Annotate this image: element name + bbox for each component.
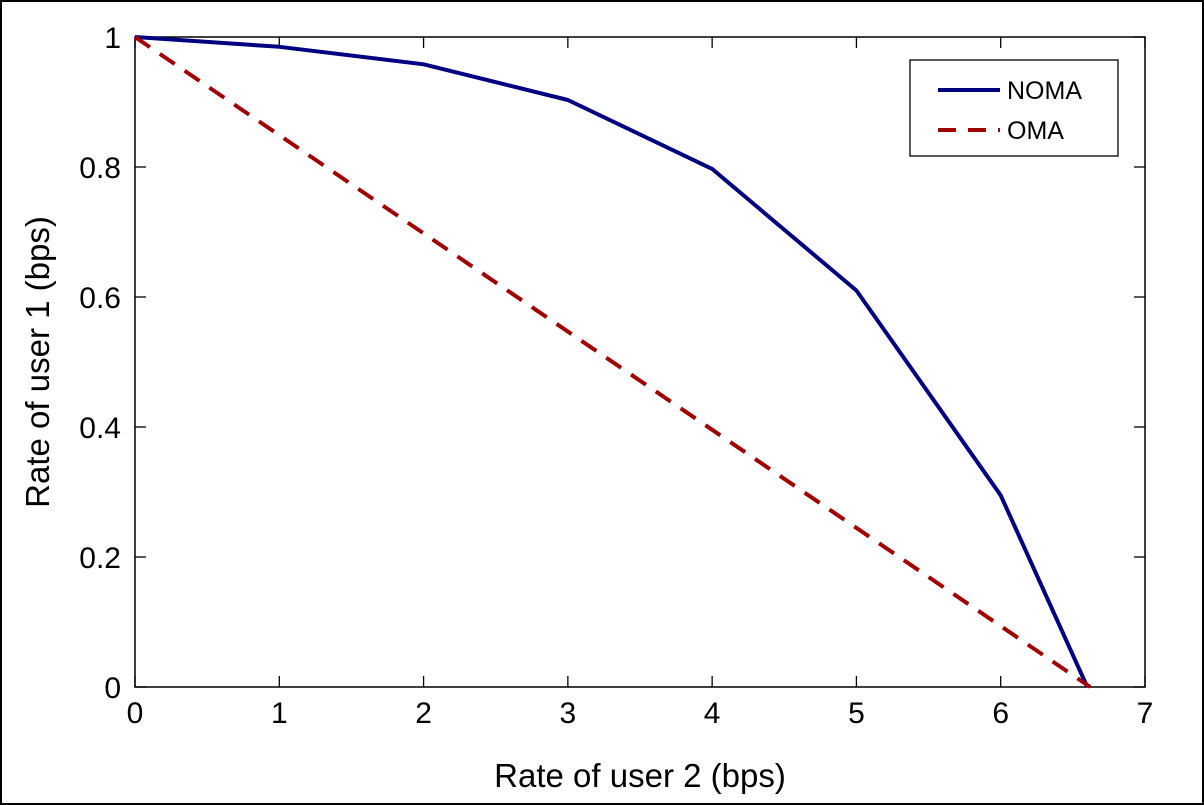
legend-label-noma: NOMA xyxy=(1007,77,1082,105)
y-tick-label: 0 xyxy=(104,672,121,705)
x-tick-label: 3 xyxy=(560,697,577,730)
series-line-oma xyxy=(133,35,1092,689)
x-tick-label: 0 xyxy=(127,697,144,730)
y-tick-label: 0.8 xyxy=(79,152,121,185)
series-layer xyxy=(133,35,1092,689)
x-tick-label: 4 xyxy=(704,697,721,730)
series-line-noma xyxy=(134,35,1090,688)
x-axis-label: Rate of user 2 (bps) xyxy=(494,757,786,794)
legend: NOMA OMA xyxy=(909,59,1119,157)
axis-ticks: 0 1 2 3 4 5 6 7 0 0.2 0.4 0.6 0.8 1 xyxy=(79,22,1153,730)
x-tick-label: 1 xyxy=(271,697,288,730)
y-tick-label: 1 xyxy=(104,22,121,55)
y-tick-label: 0.2 xyxy=(79,542,121,575)
y-tick-label: 0.4 xyxy=(79,412,121,445)
x-tick-label: 2 xyxy=(415,697,432,730)
y-axis-label: Rate of user 1 (bps) xyxy=(19,216,56,508)
x-tick-label: 7 xyxy=(1137,697,1154,730)
legend-label-oma: OMA xyxy=(1007,117,1064,145)
x-tick-label: 6 xyxy=(992,697,1009,730)
y-tick-label: 0.6 xyxy=(79,282,121,315)
legend-box xyxy=(909,59,1119,157)
x-tick-label: 5 xyxy=(848,697,865,730)
